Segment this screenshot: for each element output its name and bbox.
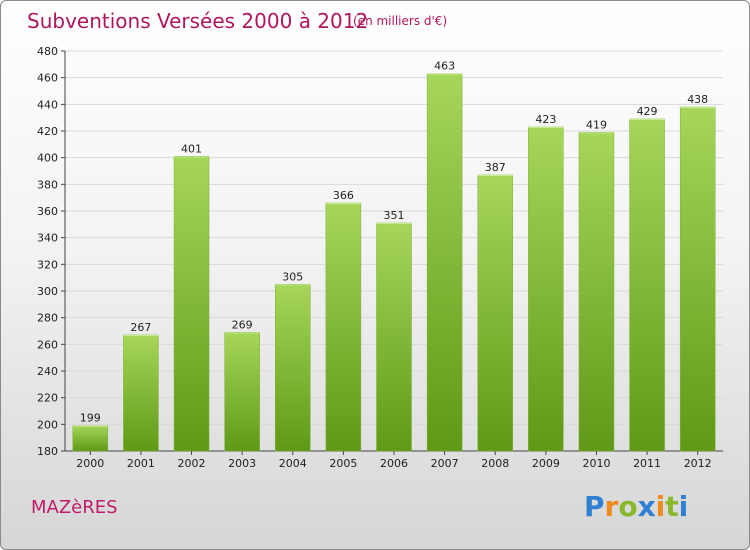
- bar: [679, 106, 716, 452]
- data-label: 387: [485, 161, 506, 174]
- bar: [426, 73, 463, 452]
- logo-letter: i: [678, 490, 689, 523]
- y-tick-label: 180: [37, 445, 58, 458]
- logo-letter: r: [604, 490, 619, 523]
- x-tick-label: 2005: [329, 457, 357, 470]
- logo-letter: o: [618, 490, 638, 523]
- y-tick-label: 220: [37, 392, 58, 405]
- x-tick-label: 2012: [684, 457, 712, 470]
- bar: [173, 156, 210, 452]
- proxiti-logo: Proxiti: [584, 490, 688, 523]
- y-tick-label: 400: [37, 152, 58, 165]
- bar: [477, 174, 513, 452]
- commune-name: MAZèRES: [31, 497, 118, 518]
- bar: [325, 202, 362, 452]
- data-label: 423: [535, 113, 556, 126]
- data-label: 429: [637, 105, 658, 118]
- y-tick-label: 260: [37, 338, 58, 351]
- x-tick-label: 2001: [127, 457, 155, 470]
- data-label: 401: [181, 142, 202, 155]
- bar: [123, 334, 159, 452]
- data-label: 463: [434, 60, 455, 73]
- logo-letter: t: [665, 490, 679, 523]
- logo-letter: P: [584, 490, 605, 523]
- data-label: 419: [586, 118, 607, 131]
- bar: [528, 126, 564, 452]
- bar: [376, 222, 412, 452]
- data-label: 366: [333, 189, 354, 202]
- y-tick-label: 420: [37, 125, 58, 138]
- data-label: 269: [232, 318, 253, 331]
- y-tick-label: 480: [37, 45, 58, 58]
- x-tick-label: 2003: [228, 457, 256, 470]
- x-tick-label: 2006: [380, 457, 408, 470]
- y-tick-label: 380: [37, 178, 58, 191]
- bar: [275, 284, 311, 452]
- bars: [72, 73, 716, 452]
- y-tick-label: 200: [37, 418, 58, 431]
- x-tick-label: 2010: [582, 457, 610, 470]
- y-tick-label: 280: [37, 312, 58, 325]
- x-tick-label: 2007: [431, 457, 459, 470]
- data-label: 199: [80, 412, 101, 425]
- x-tick-label: 2000: [76, 457, 104, 470]
- bar: [224, 332, 260, 452]
- y-tick-label: 300: [37, 285, 58, 298]
- y-tick-label: 460: [37, 72, 58, 85]
- logo-letter: i: [655, 490, 666, 523]
- y-tick-label: 240: [37, 365, 58, 378]
- x-tick-label: 2004: [279, 457, 307, 470]
- x-tick-label: 2009: [532, 457, 560, 470]
- labels: 180 200 220 240 260 280 300 320 340 360 380 400 420 4…: [37, 45, 712, 470]
- y-tick-label: 340: [37, 232, 58, 245]
- y-tick-label: 320: [37, 258, 58, 271]
- bar: [629, 118, 665, 452]
- data-label: 267: [130, 321, 151, 334]
- x-tick-label: 2011: [633, 457, 661, 470]
- data-label: 438: [687, 93, 708, 106]
- x-tick-label: 2002: [178, 457, 206, 470]
- data-label: 351: [384, 209, 405, 222]
- x-tick-label: 2008: [481, 457, 509, 470]
- bar: [72, 425, 109, 452]
- data-label: 305: [282, 270, 303, 283]
- y-tick-label: 440: [37, 98, 58, 111]
- y-tick-label: 360: [37, 205, 58, 218]
- logo-letter: x: [637, 490, 656, 523]
- chart-subtitle: (en milliers d'€): [353, 14, 448, 28]
- chart-title: Subventions Versées 2000 à 2012: [27, 9, 369, 33]
- bar: [578, 132, 615, 452]
